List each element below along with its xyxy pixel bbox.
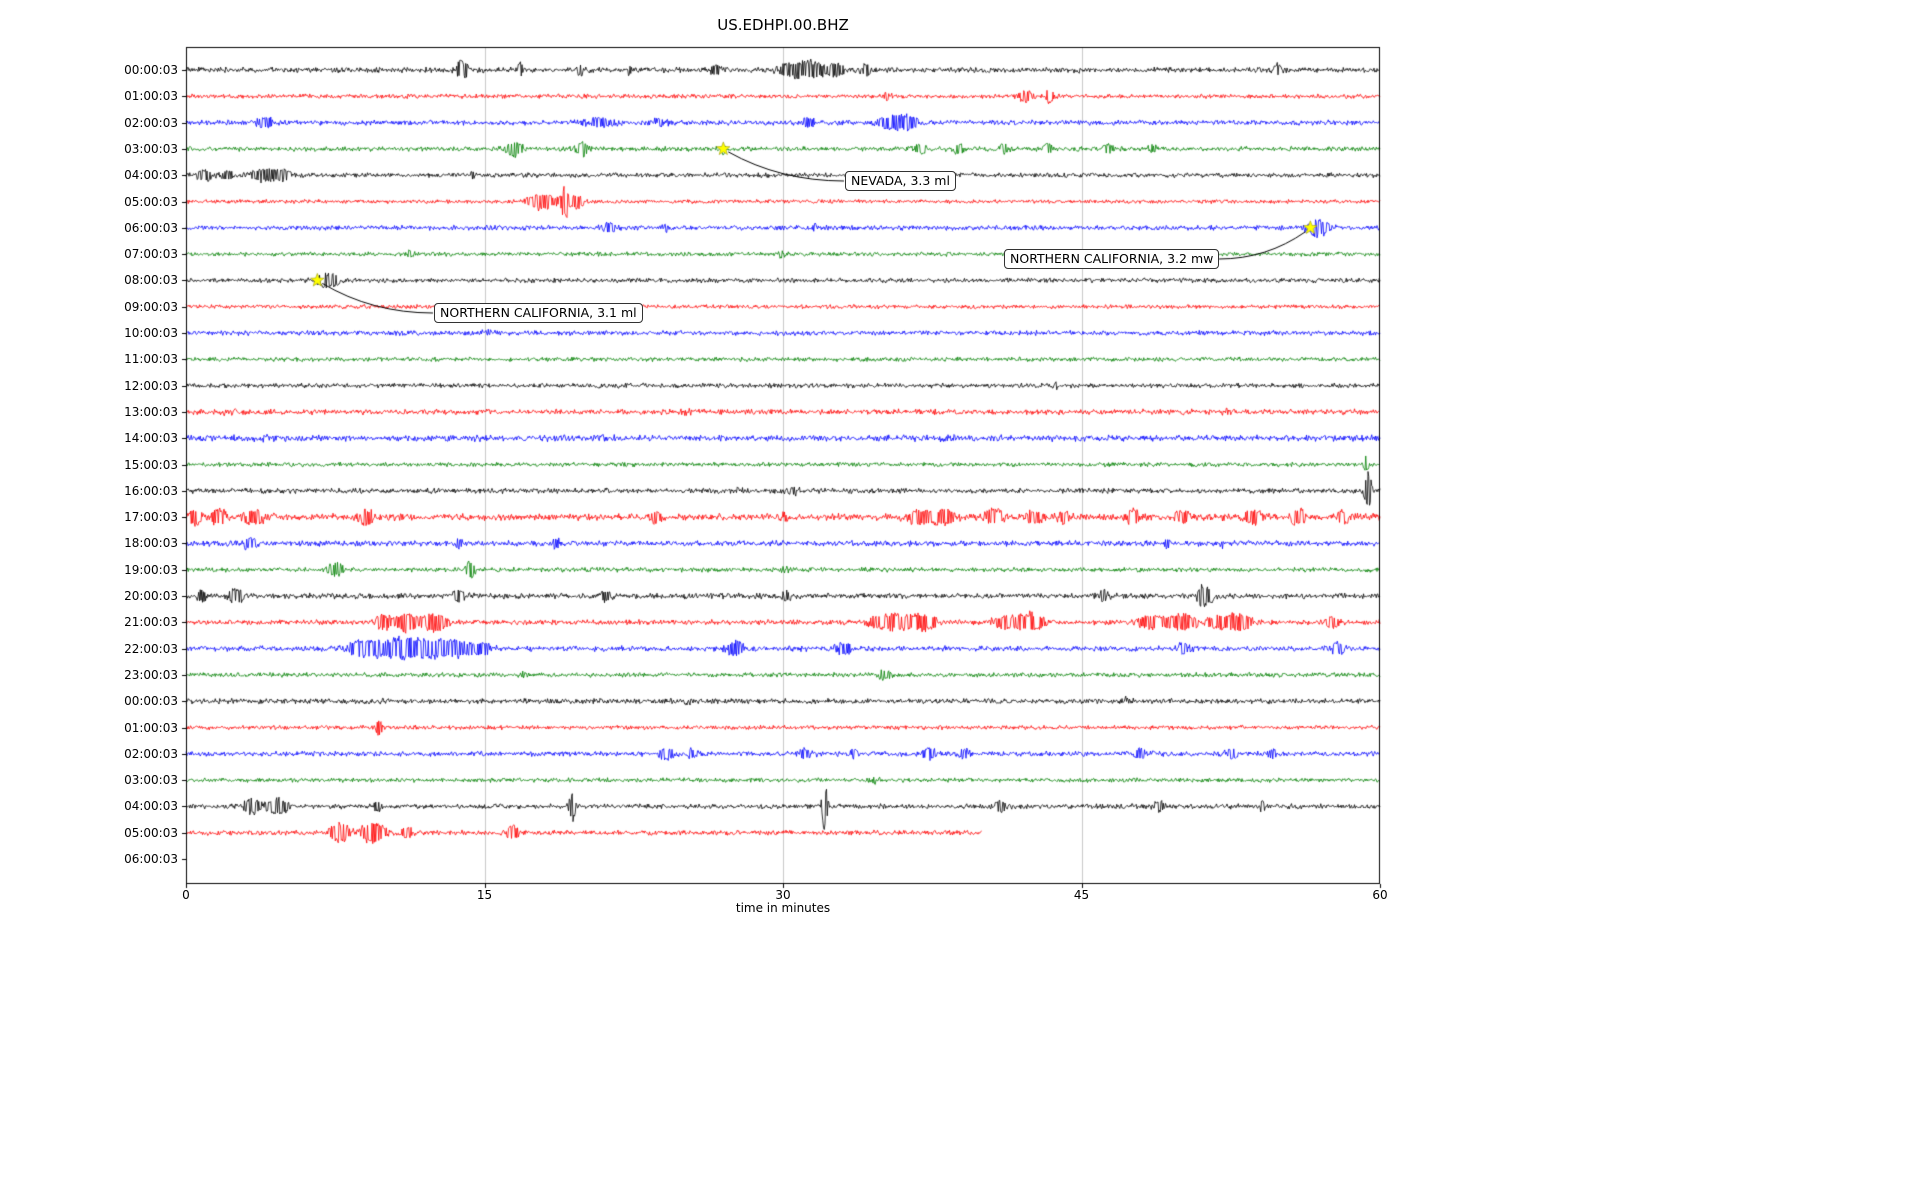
row-label: 06:00:03 — [124, 220, 178, 235]
x-tick-label: 30 — [775, 888, 791, 902]
row-label: 06:00:03 — [124, 852, 178, 866]
row-label: 02:00:03 — [124, 115, 178, 130]
row-label: 20:00:03 — [124, 589, 178, 603]
row-label: 09:00:03 — [124, 299, 178, 314]
row-label: 12:00:03 — [124, 378, 178, 393]
row-label: 14:00:03 — [124, 431, 178, 446]
row-label: 04:00:03 — [124, 168, 178, 183]
row-label: 01:00:03 — [124, 720, 178, 735]
row-label: 22:00:03 — [124, 641, 178, 656]
row-label: 19:00:03 — [124, 562, 178, 577]
row-label: 00:00:03 — [124, 694, 178, 709]
row-label: 10:00:03 — [124, 326, 178, 340]
x-tick-label: 15 — [476, 888, 493, 902]
row-label: 15:00:03 — [124, 457, 178, 472]
event-annotation: NEVADA, 3.3 ml — [845, 171, 956, 191]
row-label: 13:00:03 — [124, 404, 178, 419]
x-axis-label: time in minutes — [735, 901, 831, 915]
row-label: 11:00:03 — [124, 352, 178, 367]
row-label: 02:00:03 — [124, 746, 178, 761]
row-label: 03:00:03 — [124, 773, 178, 788]
row-label: 07:00:03 — [124, 247, 178, 262]
row-label: 18:00:03 — [124, 536, 178, 551]
row-label: 04:00:03 — [124, 799, 178, 814]
row-label: 23:00:03 — [124, 667, 178, 682]
x-tick-label: 0 — [182, 888, 190, 902]
row-label: 00:00:03 — [124, 63, 178, 77]
row-label: 08:00:03 — [124, 273, 178, 288]
row-label: 17:00:03 — [124, 510, 178, 525]
plot-title: US.EDHPI.00.BHZ — [717, 16, 849, 34]
row-label: 03:00:03 — [124, 141, 178, 156]
row-label: 21:00:03 — [124, 615, 178, 630]
event-annotation: NORTHERN CALIFORNIA, 3.1 ml — [434, 303, 643, 323]
x-tick-label: 45 — [1073, 888, 1090, 902]
x-tick-label: 60 — [1372, 888, 1388, 902]
row-label: 05:00:03 — [124, 825, 178, 840]
event-annotation: NORTHERN CALIFORNIA, 3.2 mw — [1004, 249, 1220, 269]
row-label: 16:00:03 — [124, 483, 178, 498]
row-label: 01:00:03 — [124, 89, 178, 104]
row-label: 05:00:03 — [124, 194, 178, 209]
